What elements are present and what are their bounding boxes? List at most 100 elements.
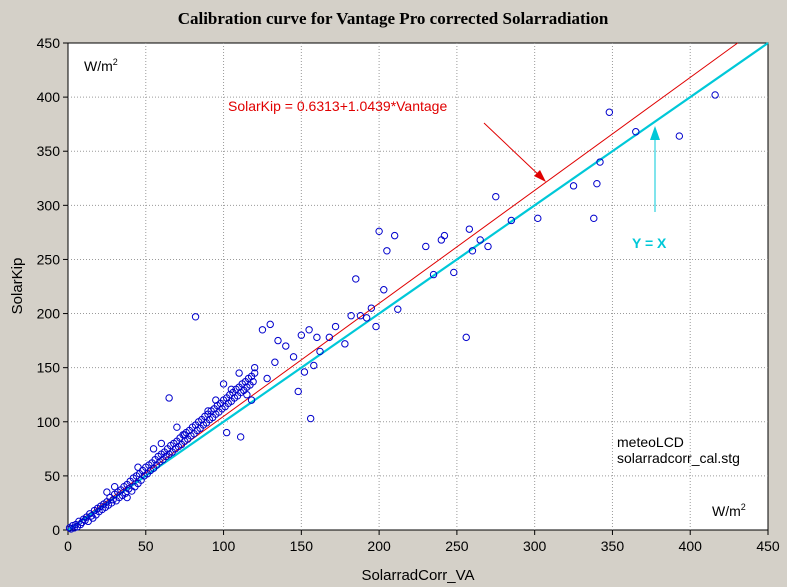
scatter-point <box>341 340 349 348</box>
x-tick-label: 300 <box>523 538 547 554</box>
scatter-point <box>235 369 243 377</box>
y-axis-title: SolarKip <box>9 258 26 315</box>
unit-label-topleft: W/m2 <box>84 57 118 74</box>
x-tick-label: 50 <box>138 538 154 554</box>
scatter-point <box>109 495 117 504</box>
scatter-point <box>484 242 492 251</box>
scatter-point <box>134 463 142 471</box>
identity-arrow-head <box>650 126 660 140</box>
regression-arrow-head <box>534 170 546 182</box>
scatter-point <box>222 428 231 437</box>
scatter-point <box>605 108 614 116</box>
scatter-point <box>180 431 189 439</box>
scatter-point <box>383 247 391 255</box>
grid <box>68 43 768 530</box>
scatter-point <box>173 423 181 431</box>
identity-line-label: Y = X <box>632 235 667 251</box>
scatter-point <box>476 236 484 244</box>
regression-arrow-line <box>483 122 543 179</box>
scatter-point <box>352 275 360 283</box>
scatter-point <box>294 387 302 396</box>
scatter-point <box>711 91 719 99</box>
x-axis: 0 50 100 150 200 250 300 350 400 450 <box>64 530 780 554</box>
scatter-point <box>249 378 257 386</box>
scatter-point <box>227 385 236 394</box>
y-tick-label: 50 <box>44 468 60 484</box>
y-tick-label: 350 <box>37 143 61 159</box>
scatter-point <box>247 396 256 404</box>
unit-label-bottomright: W/m2 <box>712 502 746 519</box>
y-tick-label: 100 <box>37 414 61 430</box>
scatter-point <box>375 227 383 236</box>
scatter-point <box>362 314 371 322</box>
y-tick-label: 450 <box>37 35 61 51</box>
scatter-point <box>157 439 166 448</box>
scatter-point <box>219 380 228 388</box>
x-tick-label: 450 <box>756 538 780 554</box>
x-tick-label: 250 <box>445 538 469 554</box>
scatter-point <box>468 247 477 255</box>
scatter-point <box>534 214 542 223</box>
scatter-point <box>271 358 279 366</box>
scatter-point <box>266 320 274 329</box>
scatter-point <box>149 445 158 453</box>
scatter-point <box>68 521 77 530</box>
scatter-point <box>569 182 578 190</box>
x-tick-label: 350 <box>601 538 625 554</box>
scatter-point <box>306 414 315 423</box>
chart-title: Calibration curve for Vantage Pro correc… <box>178 9 609 28</box>
scatter-point <box>297 331 306 339</box>
x-tick-label: 400 <box>679 538 703 554</box>
scatter-point <box>313 333 321 342</box>
scatter-point <box>103 488 111 496</box>
x-tick-label: 200 <box>367 538 391 554</box>
scatter-point <box>76 520 85 529</box>
y-tick-label: 150 <box>37 360 61 376</box>
scatter-point <box>258 326 267 334</box>
scatter-point <box>356 312 365 320</box>
scatter-point <box>632 128 640 136</box>
scatter-point <box>331 322 340 331</box>
scatter-points <box>65 91 719 533</box>
scatter-point <box>507 216 516 225</box>
scatter-point <box>87 512 96 520</box>
x-tick-label: 100 <box>212 538 236 554</box>
scatter-point <box>394 305 402 313</box>
scatter-point <box>250 363 259 372</box>
y-tick-label: 200 <box>37 306 61 322</box>
scatter-point <box>274 336 282 345</box>
scatter-point <box>316 347 324 356</box>
x-axis-title: SolarradCorr_VA <box>361 567 474 584</box>
scatter-point <box>325 333 334 342</box>
y-tick-label: 250 <box>37 251 61 267</box>
scatter-point <box>300 368 309 376</box>
scatter-point <box>367 304 376 312</box>
scatter-point <box>347 312 355 320</box>
regression-line <box>67 42 738 530</box>
scatter-point <box>675 132 684 140</box>
scatter-point <box>462 333 470 342</box>
scatter-point <box>250 369 259 377</box>
y-tick-label: 300 <box>37 197 61 213</box>
y-tick-label: 0 <box>52 522 60 538</box>
scatter-point <box>380 286 388 294</box>
scatter-point <box>440 231 449 240</box>
scatter-point <box>593 179 601 188</box>
scatter-point <box>263 374 271 383</box>
regression-equation-label: SolarKip = 0.6313+1.0439*Vantage <box>228 98 447 114</box>
scatter-point <box>204 407 212 415</box>
scatter-point <box>243 391 251 399</box>
scatter-point <box>390 231 399 240</box>
scatter-point <box>422 242 430 251</box>
x-tick-label: 150 <box>290 538 314 554</box>
scatter-point <box>236 433 245 441</box>
scatter-point <box>110 483 119 491</box>
fit-lines <box>67 42 769 531</box>
scatter-point <box>305 326 313 334</box>
scatter-point <box>123 493 131 502</box>
scatter-point <box>465 225 474 233</box>
scatter-point <box>165 394 173 402</box>
y-tick-label: 400 <box>37 89 61 105</box>
scatter-point <box>429 270 438 279</box>
scatter-point <box>191 313 200 321</box>
